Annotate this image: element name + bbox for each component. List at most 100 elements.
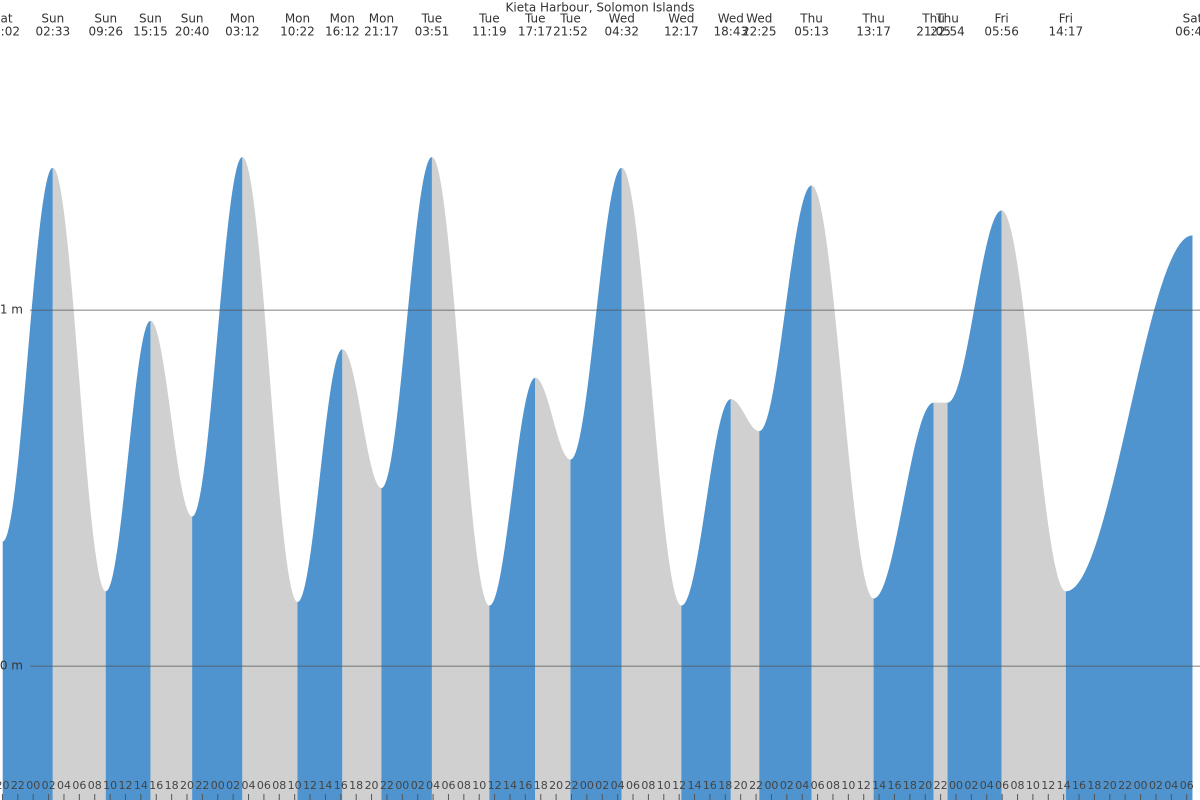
extreme-day: Mon [230, 12, 255, 26]
x-tick-label: 14 [503, 779, 517, 792]
extreme-time: 20:40 [175, 25, 210, 39]
x-tick-label: 02 [595, 779, 609, 792]
x-tick-label: 22 [380, 779, 394, 792]
extreme-time: 11:19 [472, 25, 507, 39]
x-tick-label: 04 [795, 779, 809, 792]
extreme-time: 12:17 [664, 25, 699, 39]
x-tick-label: 02 [964, 779, 978, 792]
x-tick-label: 22 [195, 779, 209, 792]
x-tick-label: 08 [457, 779, 471, 792]
rising-tide [1065, 235, 1193, 800]
x-tick-label: 18 [534, 779, 548, 792]
x-tick-label: 00 [395, 779, 409, 792]
rising-tide [192, 157, 243, 800]
x-tick-label: 04 [980, 779, 994, 792]
extreme-day: Sun [94, 12, 117, 26]
x-tick-label: 04 [611, 779, 625, 792]
x-tick-label: 20 [0, 779, 9, 792]
extreme-time: 20:02 [0, 25, 20, 39]
x-tick-label: 08 [272, 779, 286, 792]
extreme-day: Tue [478, 12, 500, 26]
extreme-day: Sat [0, 12, 13, 26]
extreme-time: 18:43 [714, 25, 749, 39]
extreme-time: 10:22 [280, 25, 315, 39]
x-tick-label: 20 [180, 779, 194, 792]
x-tick-label: 06 [995, 779, 1009, 792]
x-tick-label: 18 [165, 779, 179, 792]
x-tick-label: 16 [703, 779, 717, 792]
falling-tide [52, 167, 106, 800]
extreme-time: 14:17 [1049, 25, 1084, 39]
x-tick-label: 14 [134, 779, 148, 792]
x-tick-label: 14 [318, 779, 332, 792]
falling-tide [242, 157, 298, 800]
extreme-time: 15:15 [133, 25, 168, 39]
x-tick-label: 20 [549, 779, 563, 792]
x-tick-label: 02 [42, 779, 56, 792]
chart-title: Kieta Harbour, Solomon Islands [506, 1, 695, 15]
extreme-time: 22:54 [930, 25, 965, 39]
falling-tide [933, 402, 948, 800]
extreme-time: 21:05 [916, 25, 951, 39]
x-tick-label: 06 [811, 779, 825, 792]
x-tick-label: 10 [472, 779, 486, 792]
falling-tide [431, 157, 490, 800]
extreme-day: Wed [746, 12, 772, 26]
extreme-day: Sat [1183, 12, 1200, 26]
x-tick-label: 06 [257, 779, 271, 792]
x-tick-label: 06 [1180, 779, 1194, 792]
x-tick-label: 12 [672, 779, 686, 792]
y-tick-label: 0 m [0, 659, 23, 673]
x-tick-label: 04 [242, 779, 256, 792]
falling-tide [1001, 210, 1066, 800]
extreme-day: Sun [41, 12, 64, 26]
x-tick-label: 04 [57, 779, 71, 792]
x-tick-label: 22 [565, 779, 579, 792]
extreme-day: Thu [861, 12, 885, 26]
extreme-time: 09:26 [88, 25, 123, 39]
x-tick-label: 12 [118, 779, 132, 792]
rising-tide [2, 167, 53, 800]
falling-tide [621, 167, 682, 800]
x-tick-label: 00 [26, 779, 40, 792]
extreme-time: 03:12 [225, 25, 260, 39]
rising-tide [570, 167, 622, 800]
x-tick-label: 16 [334, 779, 348, 792]
x-tick-label: 02 [411, 779, 425, 792]
extreme-time: 04:32 [604, 25, 639, 39]
x-tick-label: 20 [734, 779, 748, 792]
x-tick-label: 00 [1134, 779, 1148, 792]
x-tick-label: 14 [872, 779, 886, 792]
falling-tide [535, 377, 571, 800]
extreme-day: Thu [799, 12, 823, 26]
extreme-day: Fri [994, 12, 1008, 26]
extreme-day: Wed [668, 12, 694, 26]
x-tick-label: 00 [949, 779, 963, 792]
rising-tide [297, 349, 343, 800]
x-tick-label: 12 [303, 779, 317, 792]
x-tick-label: 04 [1164, 779, 1178, 792]
extreme-day: Fri [1059, 12, 1073, 26]
x-tick-label: 16 [518, 779, 532, 792]
x-tick-label: 16 [1072, 779, 1086, 792]
x-tick-label: 18 [903, 779, 917, 792]
extreme-day: Sun [181, 12, 204, 26]
x-tick-label: 02 [226, 779, 240, 792]
x-tick-label: 18 [718, 779, 732, 792]
extreme-day: Wed [609, 12, 635, 26]
x-tick-label: 12 [488, 779, 502, 792]
x-tick-label: 20 [918, 779, 932, 792]
x-tick-label: 00 [211, 779, 225, 792]
extreme-day: Tue [559, 12, 581, 26]
x-tick-label: 02 [1149, 779, 1163, 792]
x-tick-label: 12 [857, 779, 871, 792]
x-tick-label: 12 [1041, 779, 1055, 792]
x-tick-label: 02 [780, 779, 794, 792]
extreme-day: Mon [285, 12, 310, 26]
extreme-day: Mon [330, 12, 355, 26]
extreme-day: Thu [921, 12, 945, 26]
x-tick-label: 08 [1011, 779, 1025, 792]
rising-tide [947, 210, 1002, 800]
